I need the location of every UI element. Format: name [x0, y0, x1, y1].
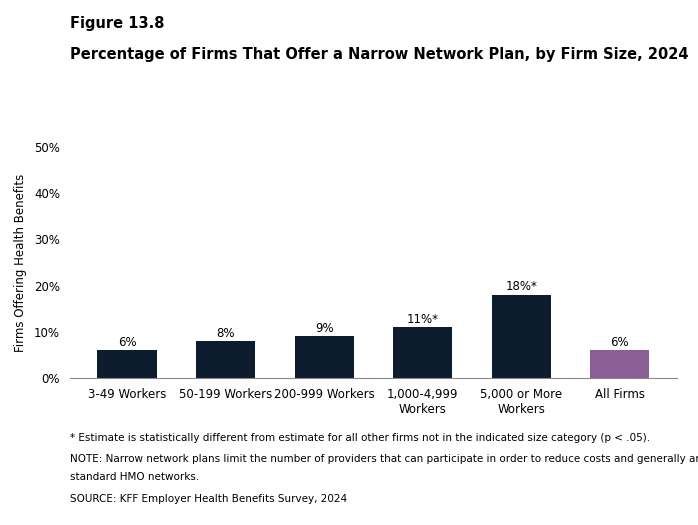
Text: SOURCE: KFF Employer Health Benefits Survey, 2024: SOURCE: KFF Employer Health Benefits Sur…	[70, 494, 347, 503]
Text: Percentage of Firms That Offer a Narrow Network Plan, by Firm Size, 2024: Percentage of Firms That Offer a Narrow …	[70, 47, 688, 62]
Text: NOTE: Narrow network plans limit the number of providers that can participate in: NOTE: Narrow network plans limit the num…	[70, 454, 698, 464]
Bar	[393, 327, 452, 378]
Text: 18%*: 18%*	[505, 280, 537, 293]
Bar	[98, 350, 156, 378]
Text: Figure 13.8: Figure 13.8	[70, 16, 164, 31]
Bar	[295, 337, 354, 378]
Bar	[491, 295, 551, 378]
Bar	[196, 341, 255, 378]
Text: 9%: 9%	[315, 322, 334, 335]
Text: * Estimate is statistically different from estimate for all other firms not in t: * Estimate is statistically different fr…	[70, 433, 650, 443]
Text: 6%: 6%	[118, 336, 136, 349]
Text: standard HMO networks.: standard HMO networks.	[70, 472, 199, 482]
Y-axis label: Firms Offering Health Benefits: Firms Offering Health Benefits	[14, 173, 27, 352]
Text: 6%: 6%	[611, 336, 629, 349]
Text: 8%: 8%	[216, 327, 235, 340]
Bar	[591, 350, 649, 378]
Text: 11%*: 11%*	[407, 313, 439, 326]
